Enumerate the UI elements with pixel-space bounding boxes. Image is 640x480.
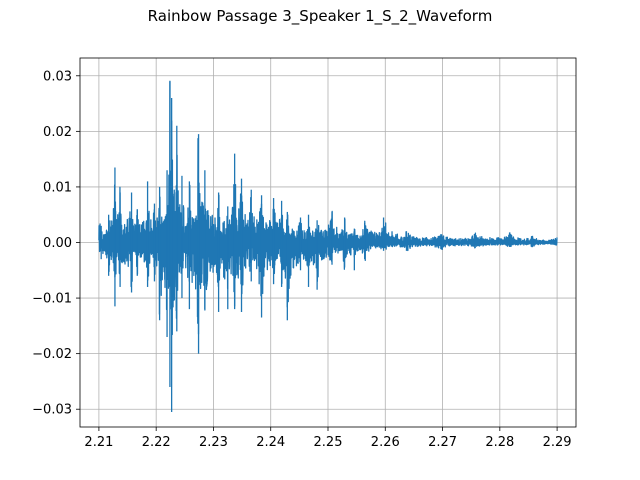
x-tick-label: 2.24 (256, 435, 285, 450)
x-axis: 2.21 2.22 2.23 2.24 2.25 2.26 2.27 2.28 2.29 (84, 427, 572, 450)
x-tick-label: 2.22 (142, 435, 171, 450)
x-tick-label: 2.28 (485, 435, 514, 450)
waveform-series-line (98, 80, 558, 336)
x-tick-label: 2.29 (543, 435, 572, 450)
y-tick-label: 0.02 (43, 125, 72, 140)
y-tick-label: 0.03 (43, 69, 72, 84)
y-tick-label: 0.00 (43, 236, 72, 251)
y-axis: −0.03 −0.02 −0.01 0.00 0.01 0.02 0.03 (32, 69, 80, 418)
series-layer (98, 80, 558, 412)
chart-title: Rainbow Passage 3_Speaker 1_S_2_Waveform (147, 7, 493, 25)
y-tick-label: −0.02 (32, 347, 72, 362)
y-tick-label: −0.03 (32, 403, 72, 418)
y-tick-label: 0.01 (43, 180, 72, 195)
x-tick-label: 2.21 (84, 435, 113, 450)
x-tick-label: 2.26 (371, 435, 400, 450)
x-tick-label: 2.23 (199, 435, 228, 450)
x-tick-label: 2.27 (428, 435, 457, 450)
x-tick-label: 2.25 (314, 435, 343, 450)
y-tick-label: −0.01 (32, 292, 72, 307)
